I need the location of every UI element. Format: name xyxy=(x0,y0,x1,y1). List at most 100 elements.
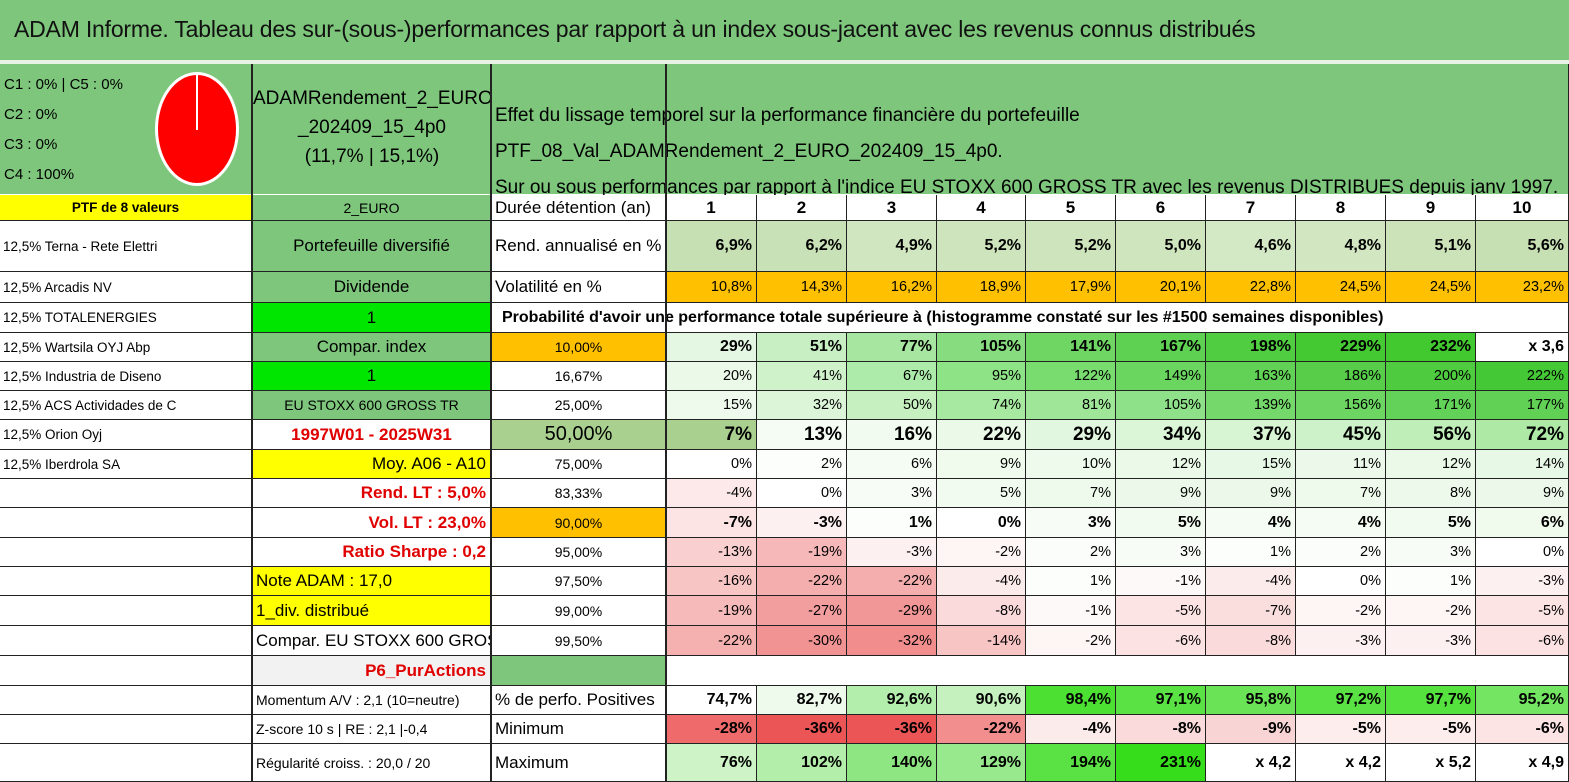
grid-cell: 20,1% xyxy=(1116,272,1206,303)
grid-cell: 156% xyxy=(1296,391,1386,420)
grid-cell xyxy=(1026,656,1116,686)
grid-cell: -8% xyxy=(1116,715,1206,744)
portfolio-info-cell: 2_EURO xyxy=(253,195,491,221)
holding-cell xyxy=(0,538,252,567)
description-line1: Effet du lissage temporel sur la perform… xyxy=(495,105,1080,162)
grid-cell: 4,6% xyxy=(1206,221,1296,272)
grid-cell: 0% xyxy=(1296,567,1386,596)
grid-cell: -2% xyxy=(937,538,1026,567)
grid-cell: 3% xyxy=(1386,538,1476,567)
grid-cell: 5% xyxy=(937,479,1026,508)
grid-cell: -8% xyxy=(1206,626,1296,656)
grid-cell xyxy=(847,656,937,686)
grid-cell: 1% xyxy=(1386,567,1476,596)
portfolio-name-line2: _202409_15_4p0 xyxy=(298,117,446,138)
grid-cell: 6% xyxy=(1476,508,1569,538)
row-label-cell: Durée détention (an) xyxy=(492,195,666,221)
grid-cell: 10 xyxy=(1476,195,1569,221)
grid-cell: -32% xyxy=(847,626,937,656)
grid-cell: -30% xyxy=(757,626,847,656)
grid-cell: 34% xyxy=(1116,420,1206,450)
grid-cell: 29% xyxy=(1026,420,1116,450)
row-label-cell: 90,00% xyxy=(492,508,666,538)
grid-cell: x 4,2 xyxy=(1206,744,1296,782)
legend-c1-c5: C1 : 0% | C5 : 0% xyxy=(4,76,123,93)
portfolio-info-cell: 1997W01 - 2025W31 xyxy=(253,420,491,450)
grid-cell xyxy=(1386,656,1476,686)
holding-cell: PTF de 8 valeurs xyxy=(0,195,252,221)
portfolio-info-cell: Vol. LT : 23,0% xyxy=(253,508,491,538)
grid-cell: 17,9% xyxy=(1026,272,1116,303)
grid-cell: 14% xyxy=(1476,450,1569,479)
grid-cell: 0% xyxy=(666,450,757,479)
holding-cell: 12,5% ACS Actividades de C xyxy=(0,391,252,420)
grid-cell: 5,2% xyxy=(937,221,1026,272)
grid-cell: 51% xyxy=(757,333,847,362)
grid-cell: x 4,9 xyxy=(1476,744,1569,782)
grid-cell: 141% xyxy=(1026,333,1116,362)
grid-cell: 149% xyxy=(1116,362,1206,391)
grid-cell: 50% xyxy=(847,391,937,420)
row-label-cell: 99,00% xyxy=(492,596,666,626)
grid-cell: 177% xyxy=(1476,391,1569,420)
grid-cell: 12% xyxy=(1116,450,1206,479)
grid-cell: 1 xyxy=(666,195,757,221)
grid-cell: -14% xyxy=(937,626,1026,656)
grid-cell: 200% xyxy=(1386,362,1476,391)
column-separator xyxy=(251,64,253,782)
grid-cell: 15% xyxy=(1206,450,1296,479)
grid-cell: 2 xyxy=(757,195,847,221)
grid-cell: 16% xyxy=(847,420,937,450)
grid-cell: 13% xyxy=(757,420,847,450)
description-block: Effet du lissage temporel sur la perform… xyxy=(492,64,1569,198)
grid-cell: 140% xyxy=(847,744,937,782)
grid-cell: x 3,6 xyxy=(1476,333,1569,362)
grid-cell: 9% xyxy=(937,450,1026,479)
holding-cell xyxy=(0,715,252,744)
grid-cell: 1% xyxy=(847,508,937,538)
holding-cell: 12,5% Industria de Diseno xyxy=(0,362,252,391)
grid-cell: 1% xyxy=(1026,567,1116,596)
grid-cell: -3% xyxy=(1386,626,1476,656)
grid-cell: 6,9% xyxy=(666,221,757,272)
grid-cell: 7 xyxy=(1206,195,1296,221)
column-separator xyxy=(490,64,492,782)
grid-cell: 6,2% xyxy=(757,221,847,272)
grid-cell: -6% xyxy=(1476,626,1569,656)
grid-cell: 74% xyxy=(937,391,1026,420)
title-divider xyxy=(0,60,1569,64)
grid-cell: 0% xyxy=(937,508,1026,538)
grid-cell: -28% xyxy=(666,715,757,744)
grid-cell: -2% xyxy=(1386,596,1476,626)
grid-cell: 7% xyxy=(666,420,757,450)
grid-cell: -13% xyxy=(666,538,757,567)
grid-cell: 122% xyxy=(1026,362,1116,391)
row-label-cell: 16,67% xyxy=(492,362,666,391)
row-label-cell: 10,00% xyxy=(492,333,666,362)
grid-cell: -3% xyxy=(757,508,847,538)
holding-cell xyxy=(0,508,252,538)
grid-cell: 14,3% xyxy=(757,272,847,303)
grid-cell: 22% xyxy=(937,420,1026,450)
grid-cell: -3% xyxy=(847,538,937,567)
grid-cell xyxy=(1476,656,1569,686)
grid-cell: -8% xyxy=(937,596,1026,626)
grid-cell: 6% xyxy=(847,450,937,479)
portfolio-info-cell: 1 xyxy=(253,362,491,391)
grid-cell: 0% xyxy=(757,479,847,508)
grid-cell: 9% xyxy=(1206,479,1296,508)
grid-cell: 10% xyxy=(1026,450,1116,479)
holding-cell: 12,5% Wartsila OYJ Abp xyxy=(0,333,252,362)
grid-cell: 37% xyxy=(1206,420,1296,450)
grid-cell: -1% xyxy=(1116,567,1206,596)
grid-cell: 163% xyxy=(1206,362,1296,391)
grid-cell: 229% xyxy=(1296,333,1386,362)
grid-cell: 8 xyxy=(1296,195,1386,221)
grid-cell: 4 xyxy=(937,195,1026,221)
portfolio-info-cell: Ratio Sharpe : 0,2 xyxy=(253,538,491,567)
portfolio-stats: (11,7% | 15,1%) xyxy=(304,146,440,167)
grid-cell: 222% xyxy=(1476,362,1569,391)
grid-cell: -19% xyxy=(757,538,847,567)
grid-cell: x 5,2 xyxy=(1386,744,1476,782)
row-label-cell: Minimum xyxy=(492,715,666,744)
